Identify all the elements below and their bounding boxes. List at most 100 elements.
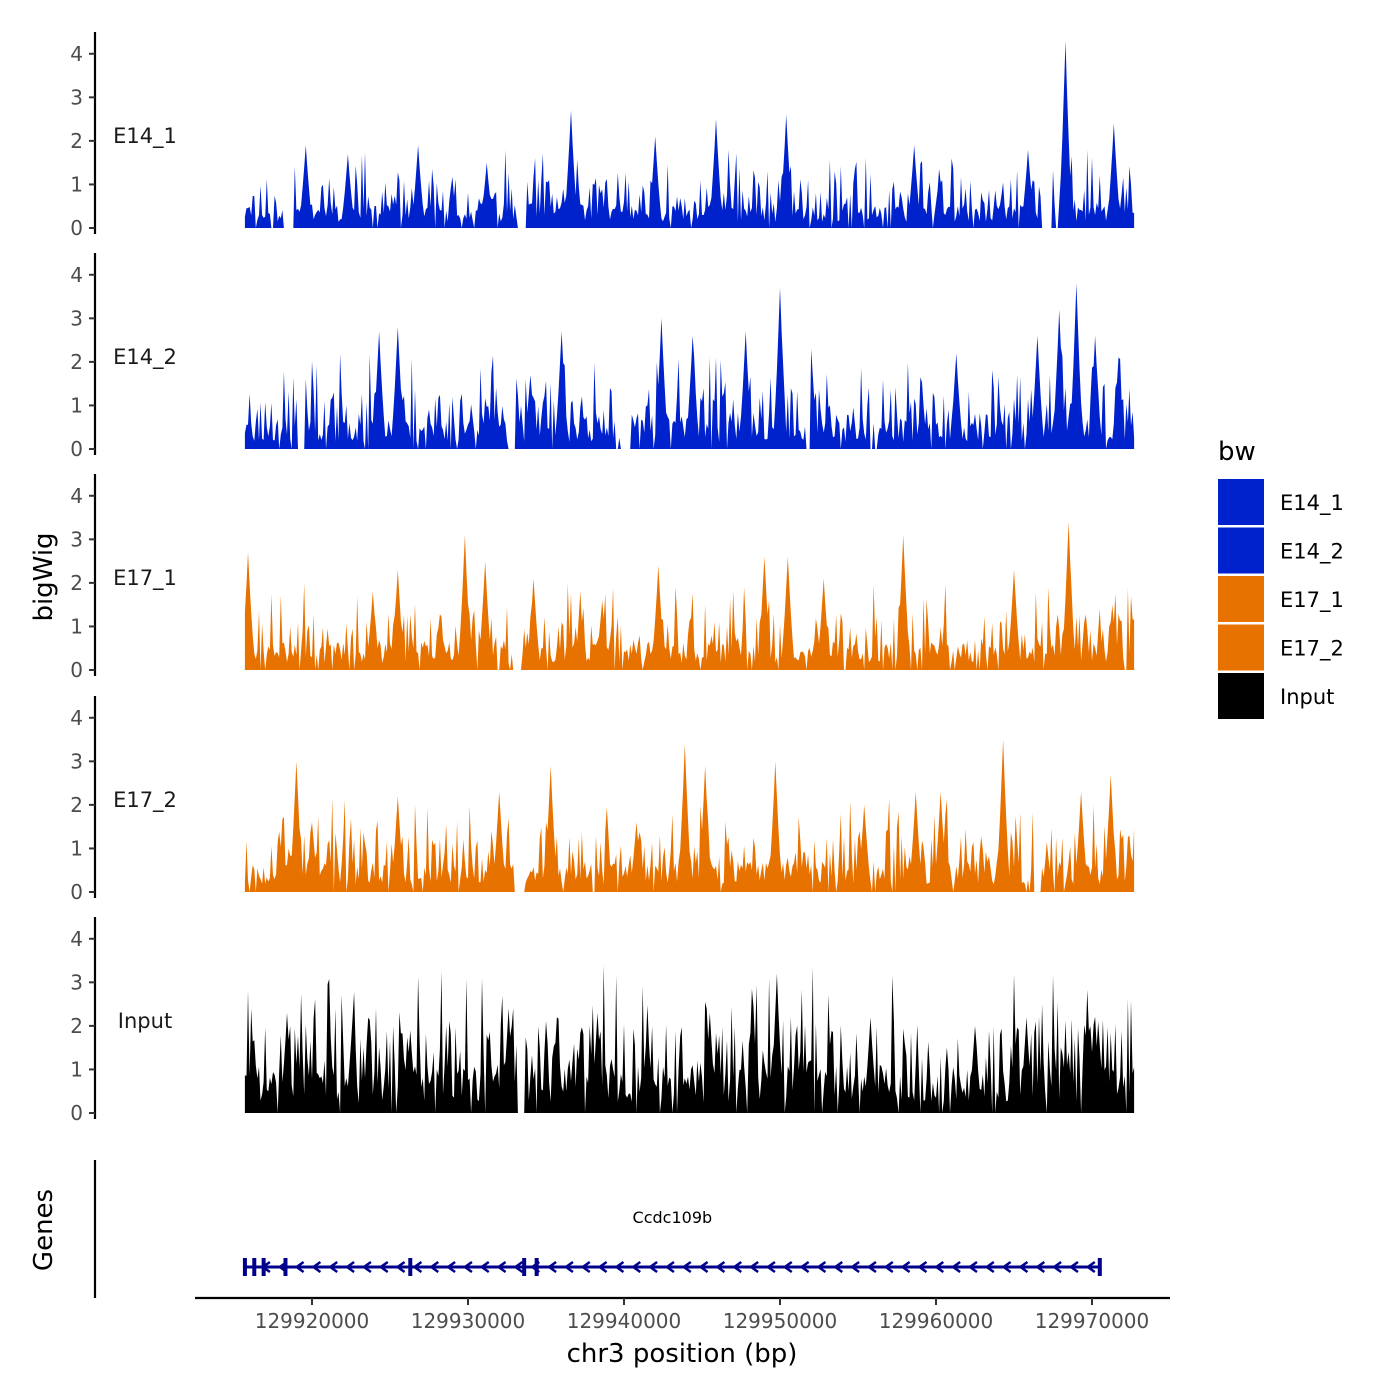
x-axis: 129920000 129930000 129940000 129950000 1299…: [195, 1296, 1170, 1333]
strand-arrow: [715, 1260, 726, 1274]
strand-arrow: [782, 1260, 793, 1274]
signal-area: [244, 283, 1135, 449]
strand-arrow: [614, 1260, 625, 1274]
legend-label: Input: [1280, 685, 1334, 709]
legend-swatch: [1218, 624, 1264, 671]
strand-arrow: [513, 1260, 524, 1274]
strand-arrow: [412, 1260, 423, 1274]
track-e17-1: 0 1 2 3 4 E17_1: [70, 474, 1135, 682]
strand-arrow: [647, 1260, 658, 1274]
strand-arrow: [866, 1260, 877, 1274]
strand-arrow: [950, 1260, 961, 1274]
legend-swatch: [1218, 673, 1264, 719]
y-tick-label: 0: [70, 216, 83, 240]
y-tick-label: 2: [70, 1014, 83, 1038]
signal-area: [244, 739, 1135, 892]
strand-arrow: [395, 1260, 406, 1274]
genes-axis-title: Genes: [29, 1189, 59, 1271]
strand-arrow: [664, 1260, 675, 1274]
strand-arrow: [698, 1260, 709, 1274]
strand-arrow: [816, 1260, 827, 1274]
y-tick-label: 1: [70, 836, 83, 860]
y-tick-label: 4: [70, 42, 83, 66]
signal-tracks: 0 1 2 3 4 E14_1 0 1 2 3 4 E14_2 0 1 2 3 4 E17_1 0 1 2 3 4 E17_2…: [70, 32, 1135, 1125]
signal-area: [244, 965, 1135, 1113]
strand-arrow: [563, 1260, 574, 1274]
x-axis-title: chr3 position (bp): [567, 1339, 798, 1369]
track-label: E17_1: [113, 566, 177, 591]
strand-arrow: [732, 1260, 743, 1274]
y-tick-label: 1: [70, 393, 83, 417]
y-tick-label: 1: [70, 1057, 83, 1081]
strand-arrow: [631, 1260, 642, 1274]
legend-title: bw: [1218, 437, 1256, 467]
y-tick-label: 3: [70, 85, 83, 109]
legend-label: E17_2: [1280, 637, 1344, 662]
x-tick-label: 129950000: [723, 1309, 838, 1333]
x-tick-label: 129970000: [1035, 1309, 1150, 1333]
y-tick-label: 4: [70, 706, 83, 730]
y-tick-label: 2: [70, 350, 83, 374]
strand-arrow: [546, 1260, 557, 1274]
signal-area: [244, 40, 1135, 229]
track-label: E17_2: [113, 788, 177, 813]
track-e14-2: 0 1 2 3 4 E14_2: [70, 253, 1135, 461]
y-tick-label: 0: [70, 1101, 83, 1125]
strand-arrow: [462, 1260, 473, 1274]
strand-arrow: [984, 1260, 995, 1274]
strand-arrow: [328, 1260, 338, 1274]
legend-swatch: [1218, 479, 1264, 525]
strand-arrow: [445, 1260, 456, 1274]
y-tick-label: 1: [70, 614, 83, 638]
legend-label: E14_2: [1280, 540, 1344, 565]
strand-arrow: [344, 1260, 355, 1274]
legend-label: E14_1: [1280, 491, 1344, 516]
track-e14-1: 0 1 2 3 4 E14_1: [70, 32, 1135, 240]
y-tick-label: 0: [70, 880, 83, 904]
strand-arrow: [1085, 1260, 1096, 1274]
gene-track: Ccdc109b: [93, 1160, 1102, 1298]
y-tick-label: 4: [70, 927, 83, 951]
strand-arrow: [900, 1260, 911, 1274]
strand-arrow: [580, 1260, 591, 1274]
legend-swatch: [1218, 576, 1264, 622]
legend-label: E17_1: [1280, 588, 1344, 613]
y-tick-label: 0: [70, 658, 83, 682]
x-tick-label: 129940000: [567, 1309, 682, 1333]
strand-arrow: [479, 1260, 490, 1274]
strand-arrow: [1018, 1260, 1029, 1274]
strand-arrow: [429, 1260, 439, 1274]
y-tick-label: 2: [70, 571, 83, 595]
y-tick-label: 4: [70, 484, 83, 508]
strand-arrow: [1001, 1260, 1012, 1274]
track-label: Input: [118, 1009, 172, 1033]
strand-arrow: [378, 1260, 389, 1274]
x-tick-label: 129960000: [879, 1309, 994, 1333]
strand-arrow: [1051, 1260, 1062, 1274]
y-tick-label: 4: [70, 263, 83, 287]
strand-arrow: [361, 1260, 372, 1274]
y-tick-label: 2: [70, 793, 83, 817]
strand-arrow: [883, 1260, 894, 1274]
strand-arrow: [748, 1260, 759, 1274]
strand-arrow: [1035, 1260, 1046, 1274]
strand-arrow: [496, 1260, 507, 1274]
y-tick-label: 3: [70, 527, 83, 551]
y-tick-label: 2: [70, 129, 83, 153]
legend-swatch: [1218, 527, 1264, 574]
strand-arrow: [765, 1260, 776, 1274]
track-input: 0 1 2 3 4 Input: [70, 917, 1135, 1125]
y-tick-label: 3: [70, 306, 83, 330]
strand-arrow: [681, 1260, 692, 1274]
strand-arrow: [833, 1260, 844, 1274]
track-e17-2: 0 1 2 3 4 E17_2: [70, 696, 1135, 904]
strand-arrow: [917, 1260, 928, 1274]
legend: bw E14_1 E14_2 E17_1 E17_2 Input: [1218, 437, 1344, 719]
signal-area: [244, 521, 1135, 670]
x-tick-label: 129920000: [255, 1309, 370, 1333]
gene-label: Ccdc109b: [633, 1208, 713, 1227]
y-tick-label: 3: [70, 749, 83, 773]
y-axis-title: bigWig: [29, 532, 59, 621]
strand-arrow: [849, 1260, 860, 1274]
